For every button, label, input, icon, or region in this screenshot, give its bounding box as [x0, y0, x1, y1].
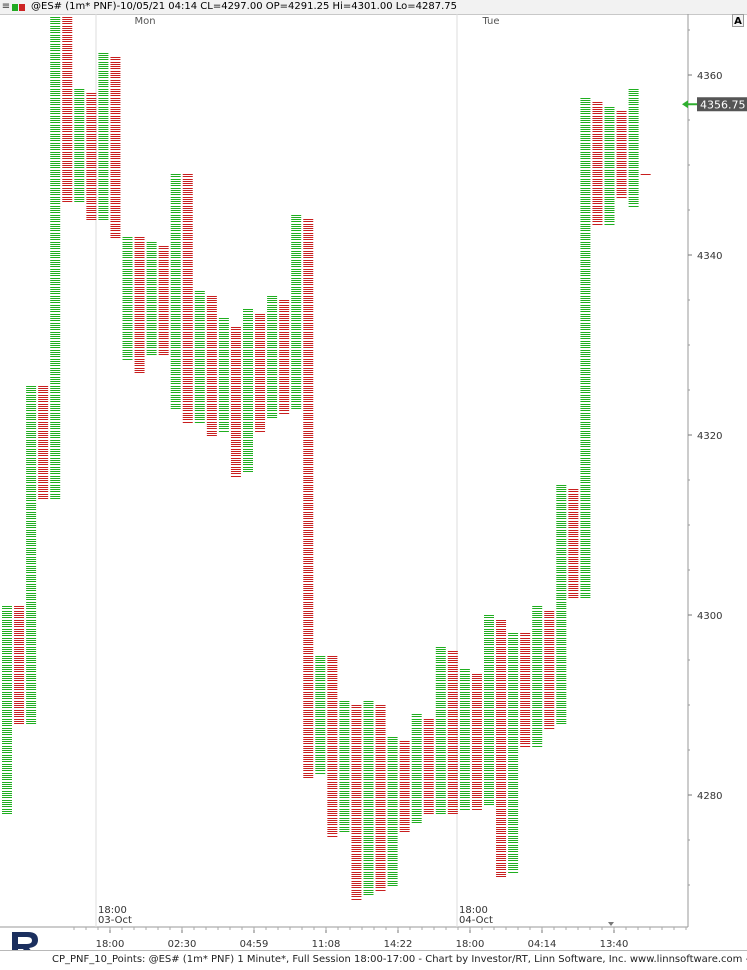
pnf-up-column — [339, 701, 350, 832]
pnf-up-column — [170, 174, 181, 409]
pnf-down-column — [351, 705, 362, 900]
pnf-down-column — [496, 620, 507, 877]
last-price-label: 4356.75 — [700, 98, 746, 111]
pnf-up-column — [363, 701, 374, 895]
pnf-down-column — [616, 111, 627, 198]
chart-title-bar: ≡ @ES# (1m* PNF)-10/05/21 04:14 CL=4297.… — [0, 0, 747, 15]
last-price-arrow-icon — [682, 100, 688, 109]
pnf-down-column — [110, 57, 121, 238]
x-tick-label: 13:40 — [600, 939, 629, 950]
pnf-up-column — [532, 606, 543, 747]
pnf-up-column — [484, 615, 494, 805]
menu-icon[interactable]: ≡ — [1, 1, 11, 12]
footer-caption: CP_PNF_10_Points: @ES# (1m* PNF) 1 Minut… — [52, 954, 747, 965]
pnf-up-column — [2, 606, 12, 814]
pnf-up-column — [122, 237, 133, 360]
pnf-up-column — [50, 17, 61, 499]
session-time-label: 18:00 — [459, 905, 488, 916]
pnf-up-column — [218, 318, 229, 432]
session-date-label: 04-Oct — [459, 915, 493, 926]
pnf-up-column — [580, 98, 591, 598]
pnf-up-column — [98, 53, 109, 220]
pnf-down-column — [62, 17, 73, 202]
pnf-down-column — [592, 102, 603, 225]
y-tick-label: 4280 — [697, 791, 722, 802]
pnf-down-column — [86, 93, 97, 220]
pnf-down-column — [134, 237, 145, 373]
pnf-down-column — [255, 314, 266, 432]
pnf-up-column — [459, 669, 470, 810]
pnf-up-column — [628, 89, 639, 207]
pnf-down-column — [279, 300, 290, 414]
pnf-down-column — [544, 611, 555, 729]
last-price-box — [697, 97, 747, 112]
x-tick-label: 11:08 — [312, 939, 341, 950]
pnf-up-column — [74, 89, 85, 202]
pnf-up-column — [387, 737, 398, 886]
pnf-down-column — [568, 489, 579, 598]
pnf-down-column — [327, 656, 338, 837]
pnf-down-column — [447, 651, 458, 814]
y-tick-label: 4300 — [697, 611, 722, 622]
pnf-down-column — [182, 174, 193, 423]
pnf-up-column — [435, 647, 446, 814]
down-color-swatch-icon — [19, 3, 25, 11]
chart-title: @ES# (1m* PNF)-10/05/21 04:14 CL=4297.00… — [31, 1, 457, 12]
up-color-swatch-icon — [12, 3, 18, 11]
pnf-up-column — [315, 656, 326, 774]
day-label: Mon — [134, 16, 155, 27]
pnf-down-column — [471, 674, 482, 810]
pnf-up-column — [26, 386, 37, 724]
pnf-up-column — [411, 714, 422, 823]
pnf-down-column — [14, 606, 25, 724]
x-tick-label: 04:14 — [528, 939, 557, 950]
pnf-down-column — [230, 327, 241, 477]
x-tick-label: 14:22 — [384, 939, 413, 950]
x-tick-label: 04:59 — [240, 939, 269, 950]
pnf-down-column — [303, 219, 314, 778]
pnf-up-column — [146, 242, 157, 355]
pnf-down-column — [206, 296, 217, 436]
pnf-up-column — [267, 296, 278, 418]
status-footer: CP_PNF_10_Points: @ES# (1m* PNF) 1 Minut… — [0, 950, 747, 969]
pnf-down-column — [38, 386, 49, 499]
pnf-up-column — [291, 215, 302, 409]
x-tick-label: 18:00 — [456, 939, 485, 950]
pnf-down-column — [375, 705, 386, 891]
y-tick-label: 4340 — [697, 251, 722, 262]
y-tick-label: 4320 — [697, 431, 722, 442]
day-label: Tue — [481, 16, 499, 27]
x-tick-label: 18:00 — [96, 939, 125, 950]
pnf-down-column — [158, 246, 169, 355]
y-tick-label: 4360 — [697, 71, 722, 82]
session-time-label: 18:00 — [98, 905, 127, 916]
pnf-down-column — [423, 719, 434, 814]
pnf-up-column — [508, 633, 519, 873]
autoscale-button[interactable]: A — [732, 14, 744, 27]
x-tick-label: 02:30 — [168, 939, 197, 950]
scroll-marker-icon — [608, 922, 614, 926]
pnf-up-column — [243, 309, 253, 472]
pnf-down-column — [520, 633, 531, 747]
pnf-down-column — [399, 741, 410, 832]
session-date-label: 03-Oct — [98, 915, 132, 926]
pnf-up-column — [194, 291, 205, 423]
pnf-up-column — [556, 485, 567, 724]
pnf-up-column — [604, 107, 615, 225]
